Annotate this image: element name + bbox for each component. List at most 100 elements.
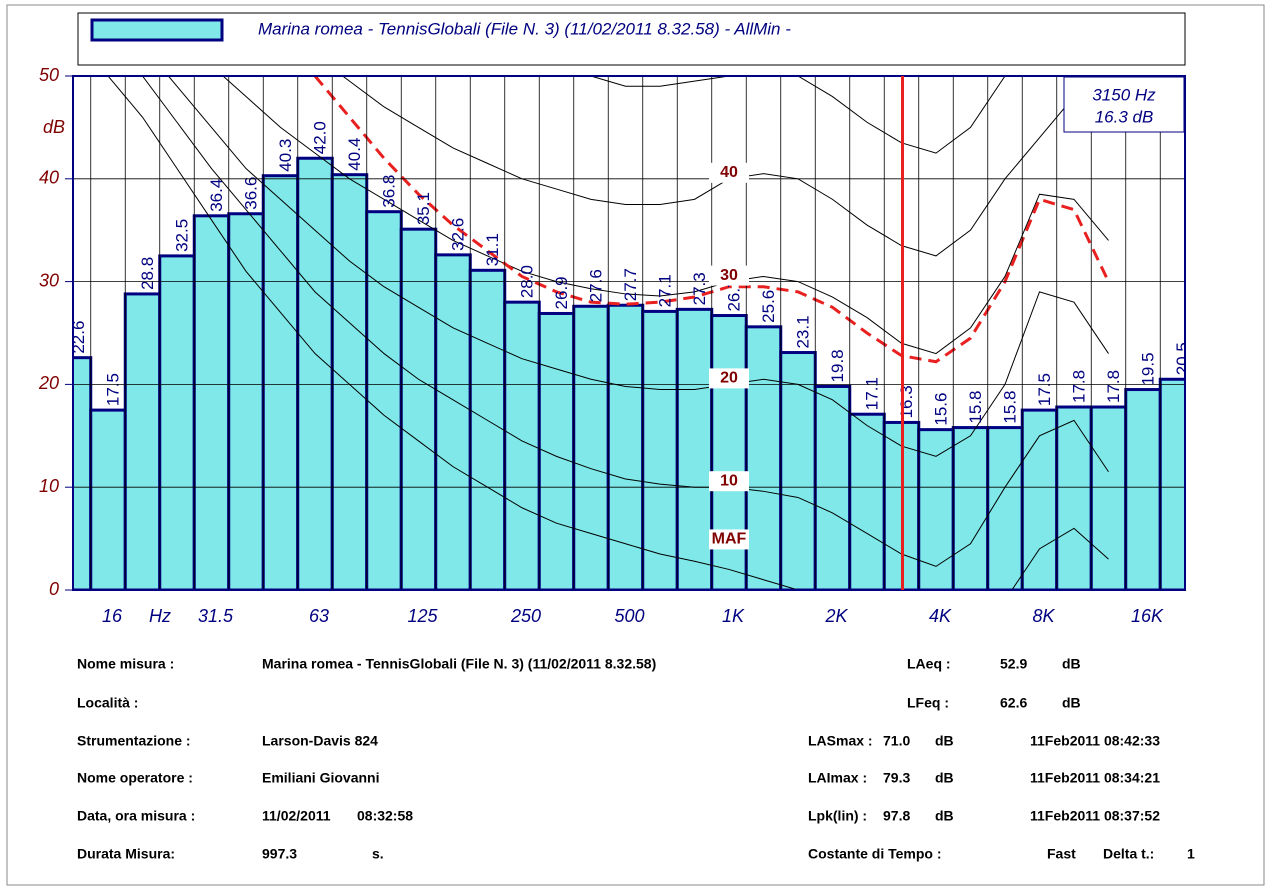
- bar: [606, 303, 645, 590]
- y-tick-label: 20: [38, 373, 59, 393]
- bar: [641, 309, 679, 590]
- contour-label: 40: [720, 164, 738, 181]
- value-label: 15.8: [966, 390, 985, 423]
- x-tick-label: 16K: [1131, 606, 1164, 626]
- report-text: dB: [935, 733, 954, 749]
- value-label: 27.6: [586, 269, 605, 302]
- report-text: Delta t.:: [1103, 846, 1154, 862]
- report-text: Marina romea - TennisGlobali (File N. 3)…: [262, 656, 656, 672]
- value-label: 28.8: [138, 257, 157, 290]
- contour: [222, 76, 1109, 355]
- bar: [330, 173, 369, 590]
- report-text: LAImax :: [808, 770, 867, 786]
- report-text: Nome operatore :: [77, 770, 193, 786]
- contour-label: 20: [720, 370, 738, 387]
- contour-label: 10: [720, 472, 738, 489]
- report-text: Durata Misura:: [77, 846, 175, 862]
- x-tick-label: 31.5: [198, 606, 234, 626]
- report-text: 62.6: [1000, 695, 1027, 711]
- report-text: dB: [935, 808, 954, 824]
- report-text: dB: [1062, 656, 1081, 672]
- bar: [675, 307, 714, 590]
- contour-label-bg: [709, 471, 749, 492]
- value-label: 17.1: [862, 377, 881, 410]
- value-label: 19.8: [828, 349, 847, 382]
- value-label: 27.1: [655, 274, 674, 307]
- bar: [1020, 408, 1059, 590]
- value-label: 17.5: [1035, 373, 1054, 406]
- contour: [141, 76, 1109, 567]
- bar: [158, 254, 196, 590]
- value-label: 15.6: [931, 393, 950, 426]
- bar: [434, 253, 472, 590]
- report-text: dB: [1062, 695, 1081, 711]
- x-unit: Hz: [149, 606, 171, 626]
- bar: [1158, 377, 1185, 590]
- bar: [744, 325, 783, 590]
- x-tick-label: 8K: [1032, 606, 1055, 626]
- x-tick-label: 4K: [929, 606, 952, 626]
- contour-label-bg: [709, 529, 749, 550]
- plot-border: [72, 75, 1186, 591]
- report-text: LASmax :: [808, 733, 873, 749]
- plot-area: 22.6 17.5 28.8 32.5 36.4 36.6 40.3 42.0 40.4 36.8…: [73, 76, 1192, 590]
- contour-label: 30: [720, 267, 738, 284]
- value-label: 25.6: [759, 290, 778, 323]
- bar: [1055, 405, 1093, 590]
- bar: [468, 268, 507, 590]
- value-label: 16.3: [897, 385, 916, 418]
- bar: [572, 304, 610, 590]
- report-text: Lpk(lin) :: [808, 808, 867, 824]
- report-text: 97.8: [883, 808, 910, 824]
- value-label: 15.8: [1000, 390, 1019, 423]
- x-tick-label: 500: [614, 606, 644, 626]
- value-label: 17.8: [1104, 370, 1123, 403]
- report-text: Emiliani Giovanni: [262, 770, 379, 786]
- report-text: Larson-Davis 824: [262, 733, 378, 749]
- report-text: LFeq :: [907, 695, 949, 711]
- report-text: 11Feb2011 08:37:52: [1030, 808, 1160, 824]
- contour-label-bg: [709, 368, 749, 389]
- value-label: 36.4: [207, 179, 226, 212]
- bar: [89, 408, 127, 590]
- x-tick-label: 63: [309, 606, 329, 626]
- report-text: 08:32:58: [357, 808, 413, 824]
- report-text: 11Feb2011 08:42:33: [1030, 733, 1160, 749]
- value-label: 26.9: [552, 276, 571, 309]
- value-label: 42.0: [310, 121, 329, 154]
- legend-box: [77, 12, 1186, 66]
- cursor-level: 16.3 dB: [1095, 107, 1154, 126]
- value-label: 32.6: [448, 218, 467, 251]
- bar: [848, 412, 886, 590]
- bar: [537, 311, 576, 590]
- bar: [1089, 405, 1128, 590]
- x-tick-label: 1K: [722, 606, 745, 626]
- contour: [167, 76, 1109, 457]
- report-text: Località :: [77, 695, 138, 711]
- report-text: 997.3: [262, 846, 297, 862]
- report-text: dB: [935, 770, 954, 786]
- x-tick-label: 2K: [824, 606, 848, 626]
- bar: [813, 384, 852, 590]
- value-label: 23.1: [793, 315, 812, 348]
- legend-label: Marina romea - TennisGlobali (File N. 3)…: [258, 19, 791, 38]
- report-text: Data, ora misura :: [77, 808, 195, 824]
- y-tick-label: 10: [39, 476, 59, 496]
- x-tick-label: 16: [102, 606, 123, 626]
- report-text: 11Feb2011 08:34:21: [1030, 770, 1160, 786]
- value-label: 35.1: [414, 192, 433, 225]
- frame: [6, 4, 1265, 886]
- report-text: s.: [372, 846, 384, 862]
- value-label: 20.5: [1173, 342, 1192, 375]
- report-text: Fast: [1047, 846, 1076, 862]
- bar: [296, 156, 334, 590]
- bar: [399, 227, 438, 590]
- contour: [341, 76, 1092, 257]
- cursor-frequency: 3150 Hz: [1092, 85, 1156, 104]
- bar: [261, 174, 300, 590]
- value-label: 27.7: [621, 268, 640, 301]
- y-tick-label: 50: [39, 65, 59, 85]
- report-text: Costante di Tempo :: [808, 846, 942, 862]
- bar: [123, 292, 162, 590]
- value-label: 40.4: [345, 138, 364, 171]
